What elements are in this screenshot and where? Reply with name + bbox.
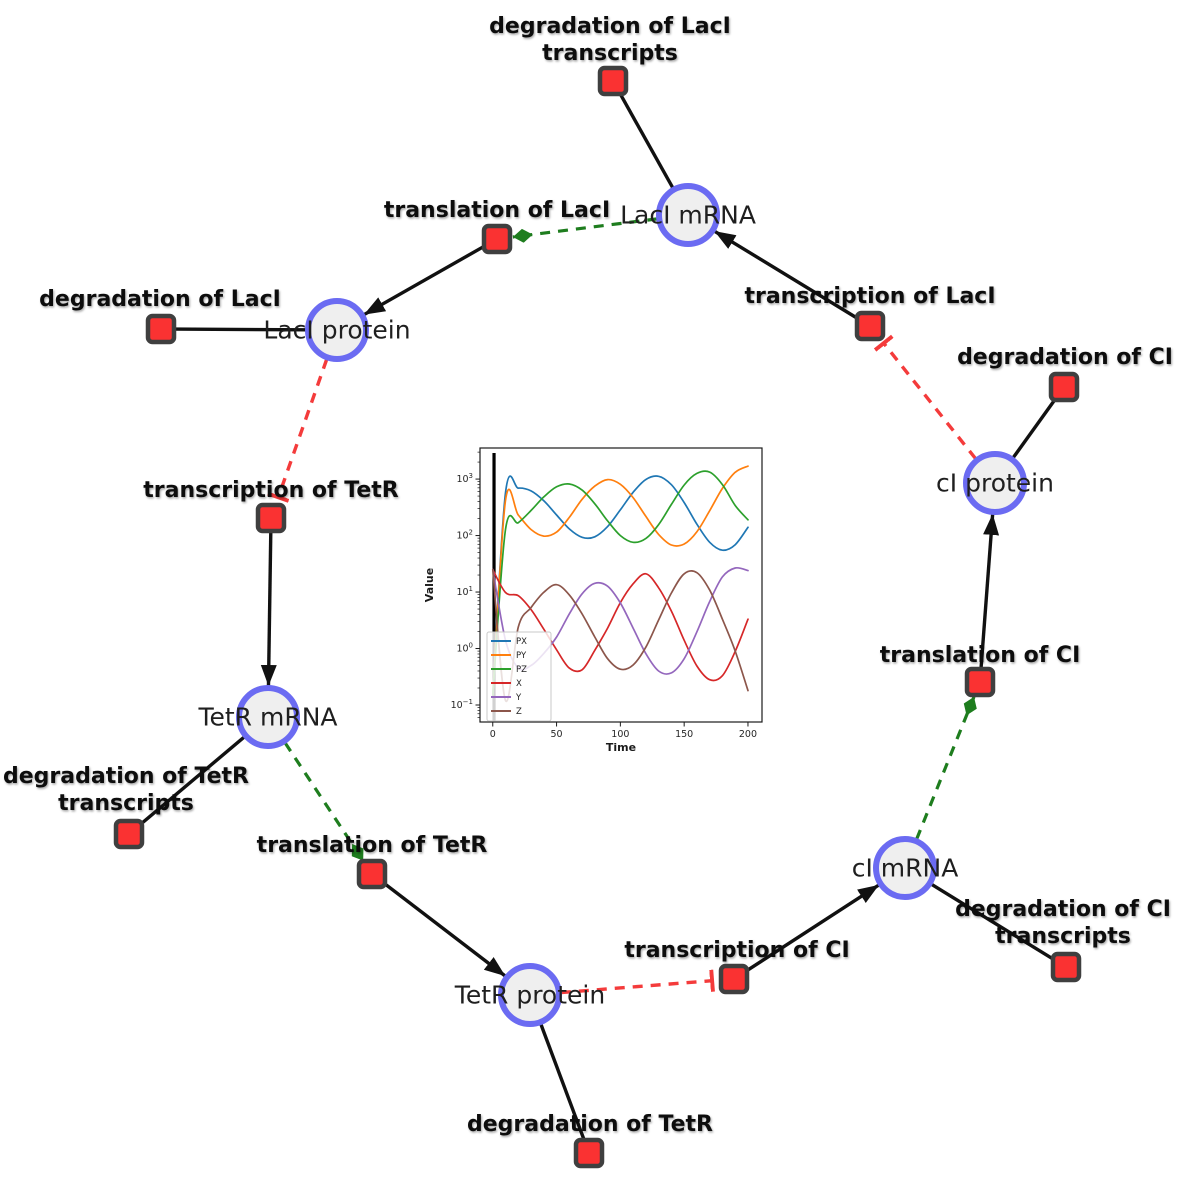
reaction-label-translation-laci: translation of LacI (384, 198, 610, 223)
reaction-label-deg-laci-transcripts: degradation of LacI transcripts (489, 14, 731, 66)
species-node-ci-mrna[interactable] (873, 836, 937, 900)
reaction-node-translation-tetr[interactable] (356, 858, 388, 890)
reaction-node-translation-laci[interactable] (481, 223, 513, 255)
edge-production-transcription-tetr-tetr-mrna (260, 529, 277, 687)
species-label-tetr-protein: TetR protein (454, 981, 605, 1010)
reaction-label-deg-laci: degradation of LacI (39, 287, 281, 312)
y-tick-label: 100 (456, 642, 473, 655)
edge-modifier-tetr-mrna-translation-tetr (283, 741, 365, 862)
edge-consumption-laci-mrna-deg-laci-transcripts (617, 90, 675, 190)
species-label-ci-mrna: cI mRNA (852, 854, 959, 883)
edge-production-translation-ci-ci-protein (979, 513, 1000, 671)
legend-label-Z: Z (516, 707, 522, 717)
edge-consumption-laci-protein-deg-laci (172, 327, 308, 332)
reaction-label-transcription-tetr: transcription of TetR (143, 478, 399, 503)
edge-inhibition-ci-protein-transcription-laci (873, 334, 978, 460)
edge-production-translation-laci-laci-protein (363, 243, 488, 317)
edge-production-transcription-ci-ci-mrna (743, 883, 880, 974)
reaction-node-deg-laci[interactable] (145, 313, 177, 345)
reaction-node-deg-laci-transcripts[interactable] (597, 65, 629, 97)
legend-label-PX: PX (516, 637, 527, 647)
chart-legend: PX PY PZ XYZ (486, 631, 552, 722)
y-tick-label: 101 (456, 585, 473, 598)
x-tick-label: 200 (739, 729, 757, 740)
series-layer (491, 465, 749, 703)
labels-layer: degradation of LacI transcripts translatio… (3, 14, 1173, 1137)
x-tick-label: 50 (551, 729, 563, 740)
y-tick-label: 10−1 (451, 698, 473, 711)
species-node-laci-protein[interactable] (305, 298, 369, 362)
edge-consumption-tetr-protein-deg-tetr (538, 1022, 587, 1143)
reaction-label-translation-tetr: translation of TetR (257, 833, 488, 858)
edge-inhibition-tetr-protein-transcription-ci (560, 969, 715, 995)
nodes-layer (113, 65, 1082, 1169)
species-node-ci-protein[interactable] (963, 451, 1027, 515)
legend-label-PY: PY (516, 651, 527, 661)
reaction-label-translation-ci: translation of CI (880, 643, 1081, 668)
reaction-label-deg-tetr-transcripts: degradation of TetR transcripts (3, 764, 249, 816)
legend-label-PZ: PZ (516, 665, 527, 675)
reaction-node-transcription-tetr[interactable] (255, 502, 287, 534)
y-tick-label: 102 (456, 529, 473, 542)
reaction-label-transcription-laci: transcription of LacI (744, 284, 995, 309)
species-node-tetr-protein[interactable] (498, 963, 562, 1027)
reaction-node-translation-ci[interactable] (964, 666, 996, 698)
reaction-label-deg-tetr: degradation of TetR (467, 1112, 713, 1137)
series-PZ (491, 470, 749, 696)
reaction-label-deg-ci: degradation of CI (957, 345, 1173, 370)
edges-layer (137, 90, 1059, 1143)
y-tick-label: 103 (456, 472, 473, 485)
legend-label-X: X (516, 679, 522, 689)
species-label-laci-mrna: LacI mRNA (620, 201, 756, 230)
axis-ticks: 10−1 100 101 102 103 0 50 100 150 200 (451, 451, 757, 740)
x-tick-label: 0 (490, 729, 496, 740)
edge-modifier-laci-mrna-translation-laci (512, 217, 658, 243)
species-label-ci-protein: cI protein (936, 469, 1054, 498)
species-label-tetr-mrna: TetR mRNA (197, 703, 337, 732)
edge-production-transcription-laci-laci-mrna (713, 229, 861, 322)
species-node-tetr-mrna[interactable] (236, 685, 300, 749)
reaction-node-deg-tetr-transcripts[interactable] (113, 818, 145, 850)
reaction-label-transcription-ci: transcription of CI (624, 938, 849, 963)
edge-inhibition-laci-protein-transcription-tetr (267, 358, 329, 503)
reaction-node-transcription-ci[interactable] (718, 963, 750, 995)
y-axis-title: Value (424, 568, 436, 602)
edge-consumption-ci-mrna-deg-ci-transcripts (929, 882, 1057, 963)
edge-consumption-tetr-mrna-deg-tetr-transcripts (137, 735, 247, 828)
reaction-node-deg-ci-transcripts[interactable] (1050, 951, 1082, 983)
reaction-label-deg-ci-transcripts: degradation of CI transcripts (955, 897, 1171, 949)
x-tick-label: 150 (675, 729, 693, 740)
reaction-node-deg-tetr[interactable] (573, 1137, 605, 1169)
species-label-laci-protein: LacI protein (263, 316, 410, 345)
series-PY (491, 465, 749, 696)
edge-consumption-ci-protein-deg-ci (1011, 395, 1059, 460)
series-PX (491, 475, 749, 696)
edge-production-translation-tetr-tetr-protein (380, 879, 507, 978)
reaction-node-deg-ci[interactable] (1048, 371, 1080, 403)
edge-modifier-ci-mrna-translation-ci (915, 696, 977, 840)
species-node-laci-mrna[interactable] (656, 183, 720, 247)
series-Z (491, 568, 749, 703)
legend-label-Y: Y (515, 693, 522, 703)
reaction-node-transcription-laci[interactable] (854, 310, 886, 342)
x-tick-label: 100 (611, 729, 629, 740)
x-axis-title: Time (606, 741, 636, 754)
